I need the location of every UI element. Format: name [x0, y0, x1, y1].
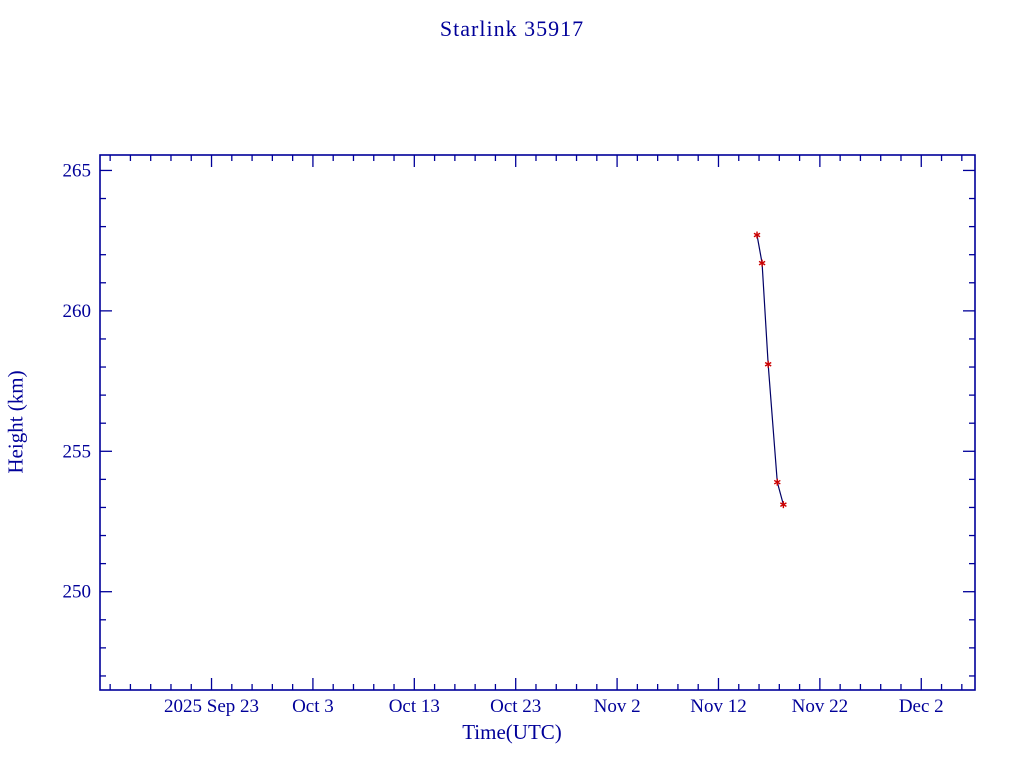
svg-text:Dec 2: Dec 2: [899, 696, 944, 717]
chart-title: Starlink 35917: [439, 16, 585, 41]
svg-text:Oct 3: Oct 3: [292, 696, 334, 717]
svg-text:255: 255: [63, 441, 92, 462]
svg-text:Nov 2: Nov 2: [594, 696, 641, 717]
svg-text:250: 250: [63, 582, 92, 603]
svg-text:Nov 12: Nov 12: [690, 696, 746, 717]
x-axis-label: Time(UTC): [462, 720, 562, 744]
svg-text:Oct 23: Oct 23: [490, 696, 541, 717]
y-axis-label: Height (km): [3, 370, 28, 474]
svg-text:Oct 13: Oct 13: [389, 696, 440, 717]
svg-text:Nov 22: Nov 22: [792, 696, 848, 717]
svg-text:2025 Sep 23: 2025 Sep 23: [164, 696, 259, 717]
svg-text:265: 265: [63, 160, 92, 181]
svg-text:260: 260: [63, 301, 92, 322]
